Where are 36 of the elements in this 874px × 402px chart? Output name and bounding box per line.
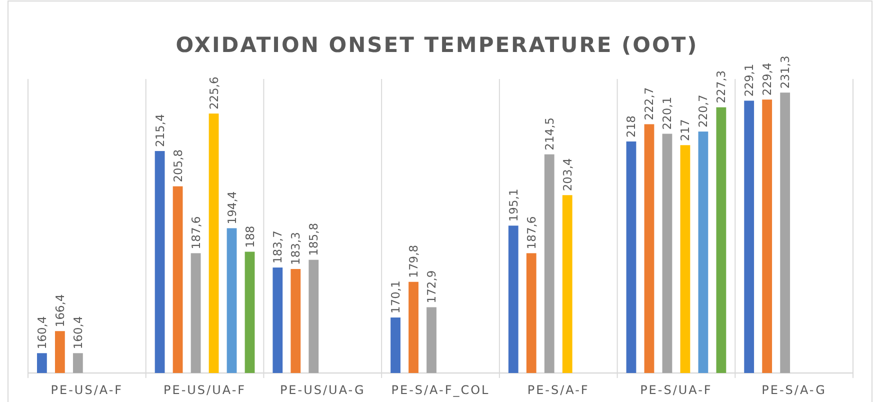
x-tick-label: PE-US/A-F [50, 383, 124, 397]
data-label: 214,5 [542, 117, 556, 150]
data-label: 179,8 [406, 244, 421, 278]
data-label: 227,3 [714, 70, 728, 104]
x-tick-label: PE-S/A-F_COL [391, 383, 490, 397]
data-label: 183,7 [270, 230, 285, 264]
data-label: 222,7 [642, 87, 656, 120]
data-label: 187,6 [188, 216, 203, 250]
data-label: 160,4 [70, 316, 85, 350]
data-label: 220,7 [696, 94, 710, 128]
x-tick-label: PE-US/UA-F [164, 383, 246, 397]
data-label: 185,8 [306, 222, 321, 256]
data-label: 217 [678, 119, 692, 142]
data-label: 229,1 [742, 64, 756, 97]
data-label: 229,4 [760, 62, 774, 96]
x-tick-label: PE-S/UA-F [640, 383, 712, 397]
data-label: 188 [242, 226, 257, 248]
x-tick-label: PE-S/A-F [527, 383, 590, 397]
data-label: 220,1 [660, 96, 674, 130]
data-label: 195,1 [506, 188, 520, 222]
data-label: 225,6 [206, 76, 221, 110]
data-label: 183,3 [288, 232, 303, 265]
data-label: 172,9 [424, 270, 439, 304]
data-label: 203,4 [560, 158, 574, 192]
data-label: 205,8 [170, 149, 185, 182]
x-tick-label: PE-S/A-G [762, 383, 826, 397]
data-label: 215,4 [152, 114, 167, 148]
data-label: 218 [624, 116, 638, 138]
chart-title: OXIDATION ONSET TEMPERATURE (OOT) [176, 33, 698, 57]
data-label: 194,4 [224, 191, 239, 224]
x-tick-label: PE-US/UA-G [280, 383, 366, 397]
data-label: 170,1 [388, 280, 403, 314]
data-label: 166,4 [52, 294, 67, 328]
data-label: 231,3 [778, 56, 792, 89]
data-label: 160,4 [34, 316, 49, 350]
data-label: 187,6 [524, 216, 538, 250]
